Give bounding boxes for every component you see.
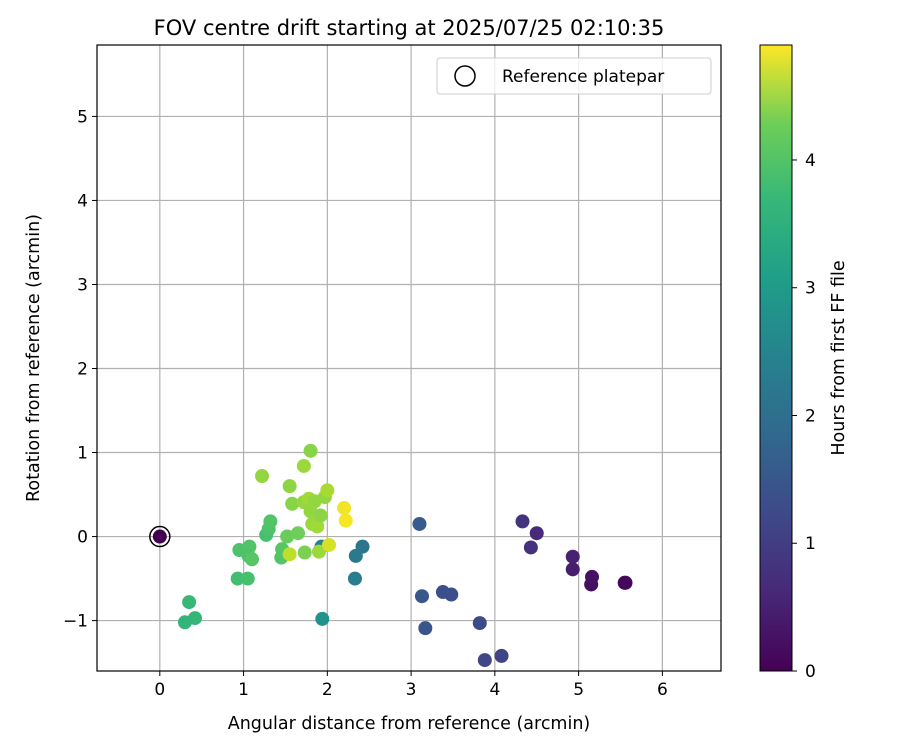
- colorbar-label: Hours from first FF file: [829, 260, 849, 455]
- legend-box: [436, 57, 712, 95]
- chart-title: FOV centre drift starting at 2025/07/25 …: [154, 16, 665, 40]
- x-tick-label: 4: [489, 680, 500, 700]
- data-point: [311, 544, 326, 559]
- data-point: [263, 514, 278, 529]
- data-point: [418, 621, 433, 636]
- data-point: [296, 458, 311, 473]
- reference-marker: [149, 525, 171, 548]
- x-axis-label: Angular distance from reference (arcmin): [228, 714, 591, 734]
- data-point: [313, 508, 328, 523]
- data-point: [414, 589, 429, 604]
- y-axis: −1 0 1 2 3 4 5: [63, 107, 97, 632]
- data-point: [297, 545, 312, 560]
- x-axis: 0 1 2 3 4 5 6: [154, 671, 668, 700]
- data-point: [282, 479, 297, 494]
- data-point: [618, 575, 633, 590]
- colorbar-ticks: 0 1 2 3 4: [792, 151, 816, 682]
- data-point: [230, 571, 245, 586]
- y-tick-label: −1: [63, 612, 88, 632]
- data-point: [337, 500, 352, 515]
- data-point: [565, 562, 580, 577]
- colorbar-gradient: [759, 44, 793, 672]
- legend: Reference platepar: [436, 57, 712, 95]
- y-tick-label: 2: [77, 360, 88, 380]
- legend-marker-icon: [454, 65, 476, 87]
- data-point: [291, 526, 306, 541]
- data-point: [322, 537, 337, 552]
- data-point: [565, 549, 580, 564]
- x-tick-label: 0: [154, 680, 165, 700]
- colorbar: 0 1 2 3 4 Hours from first FF file: [759, 44, 849, 682]
- data-point: [529, 526, 544, 541]
- data-point: [523, 540, 538, 555]
- data-point: [285, 496, 300, 511]
- colorbar-tick-label: 1: [805, 534, 816, 554]
- colorbar-tick-label: 3: [805, 279, 816, 299]
- data-point: [303, 443, 318, 458]
- data-point: [182, 595, 197, 610]
- y-tick-label: 1: [77, 444, 88, 464]
- x-tick-label: 5: [573, 680, 584, 700]
- x-tick-label: 3: [406, 680, 417, 700]
- data-point: [338, 513, 353, 528]
- y-axis-label: Rotation from reference (arcmin): [24, 214, 44, 502]
- data-point: [435, 585, 450, 600]
- data-point: [348, 548, 363, 563]
- data-point: [244, 552, 259, 567]
- plot-frame: [96, 44, 722, 672]
- colorbar-tick-label: 4: [805, 151, 816, 171]
- data-point: [412, 516, 427, 531]
- data-point: [152, 529, 167, 544]
- y-tick-label: 5: [77, 107, 88, 127]
- data-point: [477, 653, 492, 668]
- x-tick-label: 1: [238, 680, 249, 700]
- data-point: [320, 483, 335, 498]
- data-point: [310, 519, 325, 534]
- data-point: [177, 615, 192, 630]
- colorbar-tick-label: 0: [805, 662, 816, 682]
- data-point: [240, 571, 255, 586]
- grid: [97, 45, 721, 671]
- data-point: [347, 571, 362, 586]
- data-point: [315, 611, 330, 626]
- data-point: [585, 569, 600, 584]
- y-tick-label: 4: [77, 191, 88, 211]
- data-points: [152, 443, 633, 668]
- legend-label: Reference platepar: [502, 67, 664, 87]
- x-tick-label: 6: [657, 680, 668, 700]
- y-tick-label: 3: [77, 275, 88, 295]
- y-tick-label: 0: [77, 528, 88, 548]
- colorbar-tick-label: 2: [805, 406, 816, 426]
- data-point: [255, 469, 270, 484]
- data-point: [494, 648, 509, 663]
- data-point: [515, 514, 530, 529]
- data-point: [280, 529, 295, 544]
- x-tick-label: 2: [322, 680, 333, 700]
- data-point: [472, 616, 487, 631]
- data-point: [282, 547, 297, 562]
